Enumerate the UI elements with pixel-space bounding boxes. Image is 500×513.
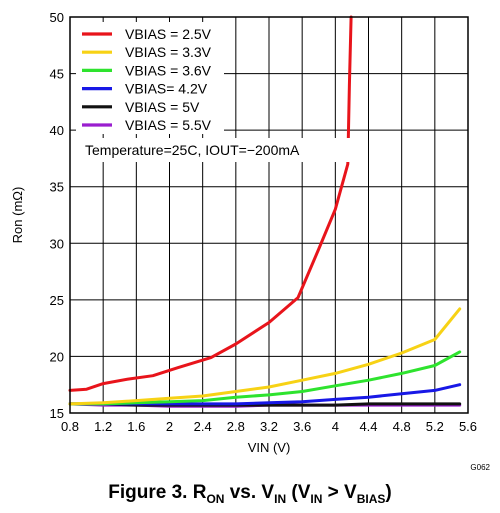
caption-bias-sub: BIAS [356, 491, 386, 506]
figure-caption: Figure 3. RON vs. VIN (VIN > VBIAS) [0, 482, 500, 506]
legend-label: VBIAS = 2.5V [125, 26, 212, 42]
annotation-background [78, 138, 350, 162]
legend-label: VBIAS= 4.2V [125, 81, 208, 97]
x-tick-label: 1.6 [127, 419, 145, 434]
series-lines [68, 15, 462, 408]
legend: VBIAS = 2.5V VBIAS = 3.3V VBIAS = 3.6V VBIA… [76, 22, 350, 162]
y-tick-label: 40 [50, 123, 64, 138]
x-tick-label: 0.8 [61, 419, 79, 434]
x-tick-label: 3.2 [260, 419, 278, 434]
legend-label: VBIAS = 5V [125, 99, 200, 115]
chart: 0.8 1.2 1.6 2 2.4 2.8 3.2 3.6 4 4.4 4.8 5.2 5.6 15 20 2… [10, 10, 491, 472]
series-line [68, 15, 353, 392]
plot-frame [69, 16, 469, 414]
legend-background [76, 22, 224, 134]
x-tick-label: 2.8 [227, 419, 245, 434]
y-tick-label: 35 [50, 180, 64, 195]
caption-prefix: Figure 3. R [108, 482, 207, 503]
tick-labels: 0.8 1.2 1.6 2 2.4 2.8 3.2 3.6 4 4.4 4.8 5.2 5.6 15 20 2… [50, 10, 478, 434]
caption-gt: > V [322, 482, 357, 503]
caption-vin-sub-2: IN [310, 491, 323, 506]
x-tick-label: 3.6 [293, 419, 311, 434]
caption-paren-open: (V [286, 482, 311, 503]
x-tick-label: 2 [166, 419, 173, 434]
x-tick-label: 4 [332, 419, 339, 434]
caption-ron-sub: ON [206, 491, 225, 506]
y-tick-label: 25 [50, 293, 64, 308]
y-tick-label: 15 [50, 406, 64, 421]
annotation-text: Temperature=25C, IOUT=−200mA [85, 142, 300, 158]
x-tick-label: 4.4 [359, 419, 377, 434]
legend-label: VBIAS = 3.6V [125, 62, 212, 78]
x-tick-label: 2.4 [194, 419, 212, 434]
figure-code: G062 [470, 463, 490, 472]
x-tick-label: 1.2 [94, 419, 112, 434]
series-line [68, 307, 462, 406]
series-line [68, 350, 462, 406]
y-tick-label: 50 [50, 10, 64, 25]
x-tick-label: 4.8 [393, 419, 411, 434]
caption-vs: vs. V [224, 482, 275, 503]
legend-label: VBIAS = 3.3V [125, 44, 212, 60]
x-tick-label: 5.2 [426, 419, 444, 434]
y-axis-label: Ron (mΩ) [10, 187, 25, 244]
x-tick-label: 5.6 [459, 419, 477, 434]
x-axis-label: VIN (V) [248, 440, 291, 455]
y-tick-label: 30 [50, 236, 64, 251]
caption-paren-close: ) [385, 482, 392, 503]
caption-vin-sub: IN [274, 491, 287, 506]
y-tick-label: 20 [50, 349, 64, 364]
legend-label: VBIAS = 5.5V [125, 117, 212, 133]
y-tick-label: 45 [50, 67, 64, 82]
